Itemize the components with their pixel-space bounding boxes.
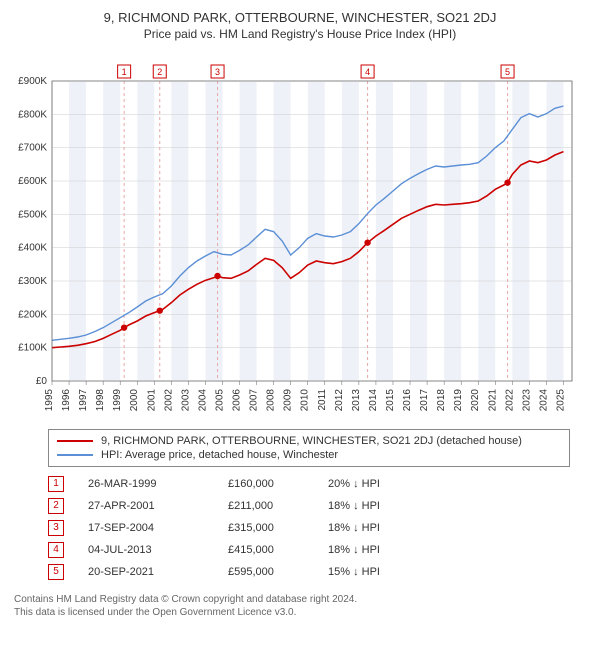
svg-text:2019: 2019: [453, 389, 464, 412]
sale-row: 3 17-SEP-2004£315,00018% ↓ HPI: [48, 517, 590, 539]
sale-vs-hpi: 15% ↓ HPI: [328, 566, 448, 578]
page-subtitle: Price paid vs. HM Land Registry's House …: [10, 27, 590, 41]
footer-text: Contains HM Land Registry data © Crown c…: [14, 593, 590, 619]
svg-text:2016: 2016: [402, 389, 413, 412]
svg-text:2002: 2002: [163, 389, 174, 412]
svg-text:2013: 2013: [351, 389, 362, 412]
svg-text:2021: 2021: [487, 389, 498, 412]
sale-marker: 1: [48, 476, 64, 492]
svg-text:2015: 2015: [385, 389, 396, 412]
svg-text:2008: 2008: [266, 389, 277, 412]
svg-text:2001: 2001: [146, 389, 157, 412]
sale-price: £160,000: [228, 478, 328, 490]
sale-price: £415,000: [228, 544, 328, 556]
svg-text:2004: 2004: [197, 389, 208, 412]
svg-text:2018: 2018: [436, 389, 447, 412]
sale-row: 4 04-JUL-2013£415,00018% ↓ HPI: [48, 539, 590, 561]
legend-label: 9, RICHMOND PARK, OTTERBOURNE, WINCHESTE…: [101, 435, 522, 447]
svg-text:2000: 2000: [129, 389, 140, 412]
legend-swatch: [57, 440, 93, 442]
svg-text:£200K: £200K: [18, 309, 47, 320]
svg-text:2007: 2007: [249, 389, 260, 412]
svg-text:1997: 1997: [78, 389, 89, 412]
sale-price: £595,000: [228, 566, 328, 578]
sale-vs-hpi: 18% ↓ HPI: [328, 522, 448, 534]
sale-date: 27-APR-2001: [88, 500, 228, 512]
svg-text:2022: 2022: [504, 389, 515, 412]
sale-row: 2 27-APR-2001£211,00018% ↓ HPI: [48, 495, 590, 517]
svg-text:2006: 2006: [232, 389, 243, 412]
svg-text:3: 3: [215, 67, 220, 77]
svg-text:1: 1: [122, 67, 127, 77]
svg-text:1995: 1995: [44, 389, 55, 412]
legend-item: 9, RICHMOND PARK, OTTERBOURNE, WINCHESTE…: [57, 434, 561, 448]
svg-text:2009: 2009: [283, 389, 294, 412]
sale-vs-hpi: 18% ↓ HPI: [328, 500, 448, 512]
sale-marker: 2: [48, 498, 64, 514]
svg-text:2: 2: [157, 67, 162, 77]
svg-text:£300K: £300K: [18, 276, 47, 287]
page-title: 9, RICHMOND PARK, OTTERBOURNE, WINCHESTE…: [10, 10, 590, 25]
sale-row: 1 26-MAR-1999£160,00020% ↓ HPI: [48, 473, 590, 495]
legend: 9, RICHMOND PARK, OTTERBOURNE, WINCHESTE…: [48, 429, 570, 467]
sale-date: 20-SEP-2021: [88, 566, 228, 578]
svg-text:2005: 2005: [214, 389, 225, 412]
sale-marker: 5: [48, 564, 64, 580]
sale-price: £315,000: [228, 522, 328, 534]
sale-vs-hpi: 20% ↓ HPI: [328, 478, 448, 490]
svg-text:2023: 2023: [521, 389, 532, 412]
svg-text:5: 5: [505, 67, 510, 77]
sale-marker: 3: [48, 520, 64, 536]
svg-text:£900K: £900K: [18, 76, 47, 87]
svg-text:1999: 1999: [112, 389, 123, 412]
svg-text:2003: 2003: [180, 389, 191, 412]
svg-text:1998: 1998: [95, 389, 106, 412]
svg-text:£400K: £400K: [18, 243, 47, 254]
svg-text:2014: 2014: [368, 389, 379, 412]
sale-vs-hpi: 18% ↓ HPI: [328, 544, 448, 556]
footer-line-2: This data is licensed under the Open Gov…: [14, 606, 590, 619]
svg-text:2024: 2024: [538, 389, 549, 412]
price-chart: £0 £100K £200K £300K £400K £500K £600K £700K £80…: [10, 49, 590, 419]
svg-text:2011: 2011: [317, 389, 328, 411]
sale-marker: 4: [48, 542, 64, 558]
footer-line-1: Contains HM Land Registry data © Crown c…: [14, 593, 590, 606]
svg-text:£500K: £500K: [18, 209, 47, 220]
sale-price: £211,000: [228, 500, 328, 512]
svg-text:2012: 2012: [334, 389, 345, 412]
svg-text:£600K: £600K: [18, 176, 47, 187]
sale-date: 04-JUL-2013: [88, 544, 228, 556]
svg-text:2017: 2017: [419, 389, 430, 412]
sales-table: 1 26-MAR-1999£160,00020% ↓ HPI 2 27-APR-200…: [48, 473, 590, 583]
svg-text:2025: 2025: [555, 389, 566, 412]
svg-text:2020: 2020: [470, 389, 481, 412]
svg-text:£0: £0: [36, 376, 48, 387]
svg-text:2010: 2010: [300, 389, 311, 412]
svg-text:£700K: £700K: [18, 143, 47, 154]
sale-row: 5 20-SEP-2021£595,00015% ↓ HPI: [48, 561, 590, 583]
sale-date: 17-SEP-2004: [88, 522, 228, 534]
svg-text:1996: 1996: [61, 389, 72, 412]
svg-text:£100K: £100K: [18, 343, 47, 354]
legend-item: HPI: Average price, detached house, Winc…: [57, 448, 561, 462]
svg-text:£800K: £800K: [18, 109, 47, 120]
legend-label: HPI: Average price, detached house, Winc…: [101, 449, 338, 461]
svg-text:4: 4: [365, 67, 370, 77]
sale-date: 26-MAR-1999: [88, 478, 228, 490]
legend-swatch: [57, 454, 93, 456]
